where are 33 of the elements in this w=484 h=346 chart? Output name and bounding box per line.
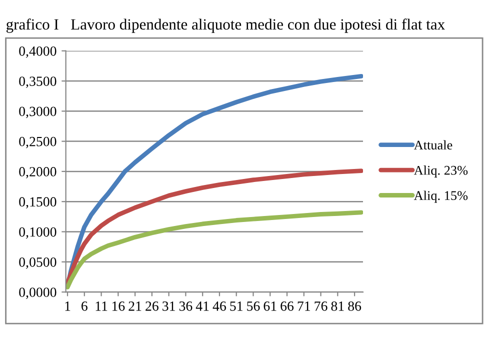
x-tick-label: 56 bbox=[247, 301, 260, 311]
chart-title: grafico I Lavoro dipendente aliquote medie con due ipotesi di flat tax bbox=[6, 18, 445, 33]
x-tick-label: 86 bbox=[348, 301, 362, 311]
x-tick-label: 26 bbox=[146, 301, 158, 311]
x-tick-label: 16 bbox=[112, 301, 125, 311]
x-tick-label: 11 bbox=[96, 302, 108, 311]
x-tick-label: 36 bbox=[179, 301, 192, 311]
x-tick-label: 31 bbox=[162, 301, 175, 311]
y-tick-label: 0,2000 bbox=[19, 167, 56, 178]
y-tick-label: 0,3000 bbox=[19, 106, 56, 118]
y-tick-label: 0,4000 bbox=[19, 46, 56, 58]
x-tick-label: 61 bbox=[264, 301, 276, 311]
x-tick-label: 76 bbox=[314, 301, 328, 311]
x-tick-label: 41 bbox=[196, 302, 209, 311]
x-tick-label: 1 bbox=[65, 302, 70, 311]
x-tick-label: 81 bbox=[331, 301, 344, 311]
y-tick-label: 0,1500 bbox=[19, 197, 56, 209]
y-tick-label: 0,0500 bbox=[19, 257, 56, 269]
x-tick-label: 66 bbox=[280, 301, 294, 311]
line-series bbox=[66, 168, 363, 286]
x-tick-label: 46 bbox=[212, 301, 226, 311]
line-series bbox=[66, 210, 363, 290]
y-tick-label: 0,1000 bbox=[19, 227, 56, 239]
legend-label: Attuale bbox=[414, 140, 452, 150]
legend-label: Aliq. 15% bbox=[414, 190, 468, 203]
x-tick-label: 21 bbox=[128, 301, 142, 311]
y-tick-label: 0,2500 bbox=[19, 136, 56, 148]
x-tick-label: 6 bbox=[82, 301, 88, 311]
y-tick-label: 0,0000 bbox=[19, 288, 56, 299]
legend-label: Aliq. 23% bbox=[414, 166, 468, 178]
y-tick-label: 0,3500 bbox=[19, 76, 56, 88]
x-tick-label: 71 bbox=[298, 302, 310, 311]
x-tick-label: 51 bbox=[230, 302, 242, 311]
